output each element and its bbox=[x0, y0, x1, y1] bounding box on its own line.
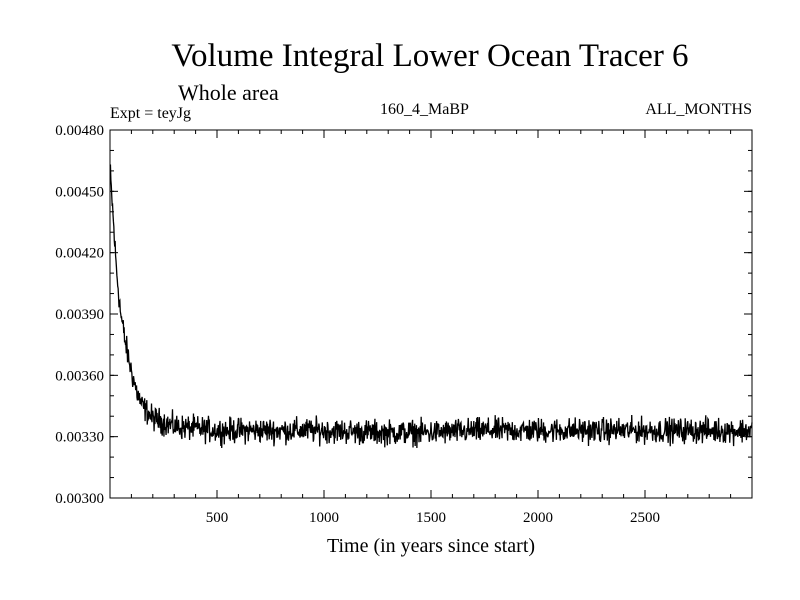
chart-title: Volume Integral Lower Ocean Tracer 6 bbox=[171, 38, 689, 74]
y-tick-label: 0.00420 bbox=[55, 246, 104, 262]
y-tick-label: 0.00360 bbox=[55, 368, 104, 384]
x-tick-label: 2000 bbox=[523, 510, 553, 526]
y-tick-label: 0.00300 bbox=[55, 491, 104, 507]
x-tick-label: 1500 bbox=[416, 510, 446, 526]
months-label: ALL_MONTHS bbox=[645, 101, 752, 118]
x-tick-label: 500 bbox=[206, 510, 229, 526]
x-tick-label: 2500 bbox=[630, 510, 660, 526]
x-tick-label: 1000 bbox=[309, 510, 339, 526]
chart-subtitle: Whole area bbox=[178, 80, 279, 105]
y-tick-label: 0.00450 bbox=[55, 184, 104, 200]
y-tick-label: 0.00480 bbox=[55, 123, 104, 139]
y-tick-label: 0.00330 bbox=[55, 430, 104, 446]
x-axis-label: Time (in years since start) bbox=[327, 535, 535, 557]
plot-frame bbox=[109, 129, 753, 499]
experiment-id: 160_4_MaBP bbox=[380, 101, 469, 118]
y-tick-label: 0.00390 bbox=[55, 307, 104, 323]
experiment-label: Expt = teyJg bbox=[110, 105, 192, 122]
series-line bbox=[109, 164, 753, 448]
